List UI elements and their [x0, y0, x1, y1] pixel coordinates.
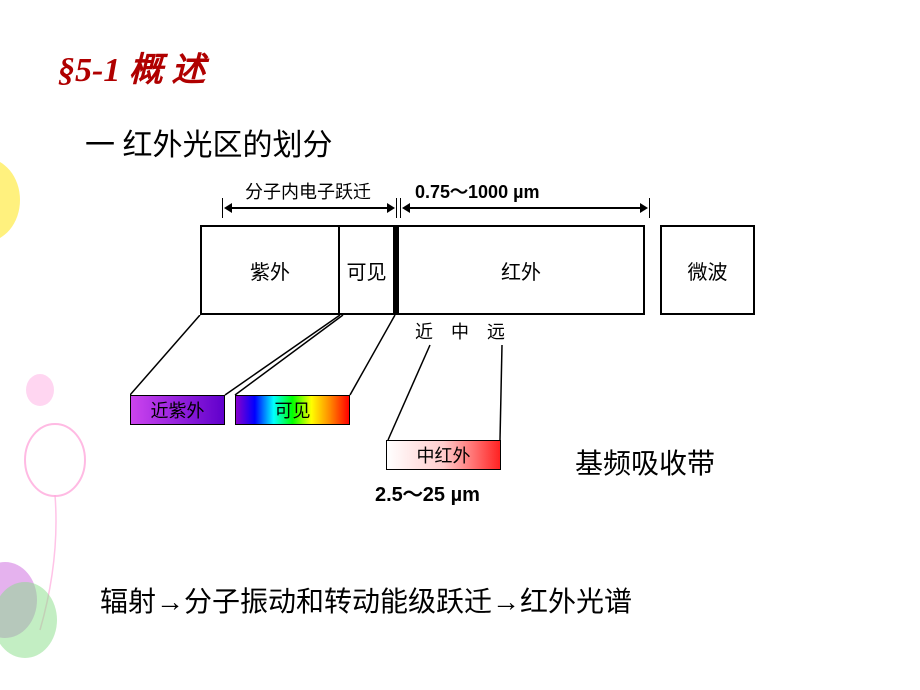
visible-gradient-box: 可见 — [235, 395, 350, 425]
process-description: 辐射→分子振动和转动能级跃迁→红外光谱 — [100, 580, 632, 620]
fundamental-band-label: 基频吸收带 — [575, 442, 715, 482]
microwave-label: 微波 — [688, 256, 728, 285]
spectrum-boxes-row: 紫外 可见 红外 微波 — [200, 225, 755, 315]
ir-range-label: 0.75～1000 µm — [415, 178, 539, 204]
near-uv-gradient-label: 近紫外 — [151, 397, 205, 423]
uv-label: 紫外 — [250, 256, 290, 285]
section-title: §5-1 概 述 — [58, 42, 205, 91]
electron-transition-label: 分子内电子跃迁 — [245, 178, 371, 204]
mid-ir-gradient-box: 中红外 — [386, 440, 501, 470]
mid-ir-gradient-label: 中红外 — [417, 442, 471, 468]
uv-box: 紫外 — [200, 225, 340, 315]
section-subtitle: 一 红外光区的划分 — [85, 120, 333, 164]
visible-gradient-label: 可见 — [275, 397, 311, 423]
near-uv-gradient-box: 近紫外 — [130, 395, 225, 425]
microwave-box: 微波 — [660, 225, 755, 315]
visible-box: 可见 — [340, 225, 395, 315]
ir-label: 红外 — [501, 256, 541, 285]
visible-label: 可见 — [347, 256, 387, 285]
ir-box: 红外 — [395, 225, 645, 315]
mid-ir-range-label: 2.5～25 µm — [375, 478, 480, 507]
